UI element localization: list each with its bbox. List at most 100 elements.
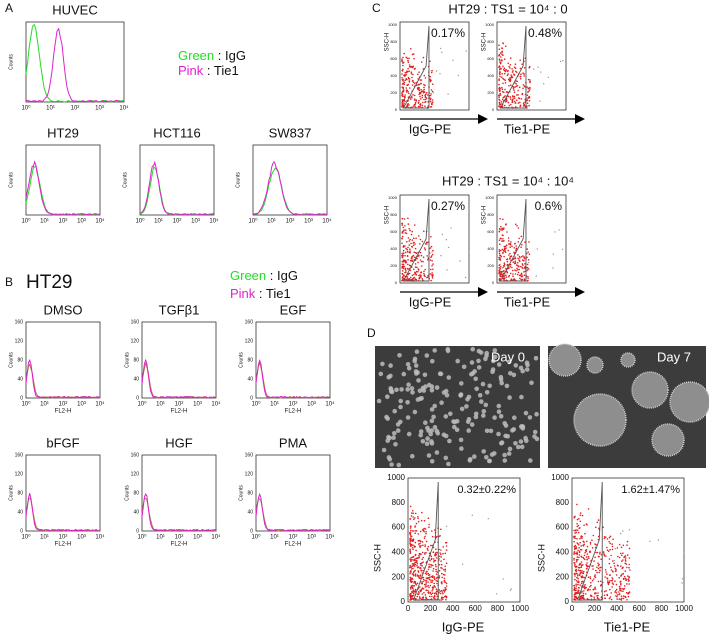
event-dot — [404, 79, 407, 81]
event-dot — [410, 65, 412, 68]
event-dot — [594, 574, 596, 576]
event-dot — [444, 590, 446, 592]
cell — [461, 364, 467, 370]
event-dot — [627, 595, 630, 598]
event-dot — [412, 516, 414, 518]
event-dot — [579, 541, 581, 544]
event-dot — [607, 583, 610, 586]
x-tick-label: 10³ — [304, 219, 313, 225]
event-dot — [513, 73, 515, 75]
event-dot — [417, 570, 420, 572]
event-dot — [509, 242, 512, 245]
event-dot — [406, 104, 409, 106]
event-dot — [626, 599, 628, 601]
cell — [466, 394, 472, 400]
event-dot — [515, 245, 517, 247]
event-dot — [499, 52, 502, 54]
outlier-dot — [431, 251, 433, 253]
event-dot — [427, 590, 430, 592]
event-dot — [611, 582, 614, 584]
event-dot — [433, 582, 436, 585]
event-dot — [430, 89, 433, 91]
event-dot — [411, 230, 414, 233]
x-tick-label: 10⁴ — [95, 534, 105, 541]
event-dot — [594, 556, 596, 559]
cell — [434, 450, 440, 455]
event-dot — [498, 65, 501, 67]
event-dot — [433, 585, 436, 587]
event-dot — [526, 269, 529, 271]
event-dot — [589, 589, 591, 591]
event-dot — [442, 598, 444, 601]
event-dot — [402, 87, 404, 90]
y-tick-label: 0 — [136, 528, 139, 534]
event-dot — [402, 90, 404, 92]
event-dot — [445, 545, 448, 547]
event-dot — [528, 96, 531, 99]
gate-percent: 0.27% — [431, 199, 465, 213]
event-dot — [521, 278, 524, 281]
y-tick-label: 0 — [20, 395, 23, 401]
event-dot — [408, 80, 411, 83]
event-dot — [577, 558, 579, 561]
event-dot — [423, 230, 425, 233]
cell-line-label: HT29 — [26, 272, 72, 293]
histogram-curve — [141, 358, 217, 399]
histogram-curve — [25, 160, 101, 216]
x-tick-label: 600 — [469, 604, 483, 613]
event-dot — [576, 523, 578, 525]
event-dot — [411, 260, 414, 263]
event-dot — [609, 535, 612, 538]
event-dot — [430, 93, 432, 95]
event-dot — [577, 591, 579, 593]
x-tick-label: 10³ — [307, 535, 316, 541]
event-dot — [404, 255, 406, 257]
event-dot — [423, 98, 425, 101]
event-dot — [411, 563, 414, 565]
event-dot — [499, 56, 502, 58]
event-dot — [576, 573, 579, 575]
event-dot — [507, 237, 510, 239]
event-dot — [573, 529, 575, 532]
y-tick-label: 800 — [390, 212, 397, 217]
event-dot — [623, 575, 626, 578]
cell — [519, 424, 525, 429]
event-dot — [576, 525, 579, 528]
event-dot — [401, 77, 403, 79]
event-dot — [412, 571, 415, 574]
y-tick-label: 0 — [395, 107, 398, 112]
arrow-head — [575, 114, 585, 124]
event-dot — [612, 583, 615, 585]
y-axis-label: Counts — [238, 352, 244, 368]
event-dot — [419, 259, 422, 261]
event-dot — [603, 553, 605, 556]
plot-frame — [399, 21, 470, 111]
event-dot — [621, 573, 623, 576]
event-dot — [411, 590, 413, 593]
event-dot — [425, 531, 427, 533]
event-dot — [528, 89, 531, 92]
event-dot — [415, 270, 418, 273]
event-dot — [403, 246, 405, 248]
event-dot — [611, 543, 613, 545]
event-dot — [405, 271, 407, 274]
x-tick-label: 10² — [175, 535, 184, 541]
cell — [432, 425, 438, 430]
event-dot — [409, 531, 411, 534]
y-tick-label: 200 — [390, 90, 397, 95]
event-dot — [417, 88, 420, 90]
event-dot — [403, 98, 406, 101]
event-dot — [409, 248, 411, 250]
event-dot — [505, 247, 507, 249]
event-dot — [499, 267, 502, 270]
event-dot — [405, 247, 407, 250]
event-dot — [441, 591, 444, 593]
event-dot — [424, 544, 427, 546]
cell — [416, 378, 421, 383]
event-dot — [435, 553, 438, 556]
event-dot — [608, 536, 611, 539]
event-dot — [408, 244, 411, 246]
event-dot — [507, 62, 510, 65]
histogram-curve — [255, 358, 331, 399]
y-tick-label: 600 — [556, 523, 570, 532]
